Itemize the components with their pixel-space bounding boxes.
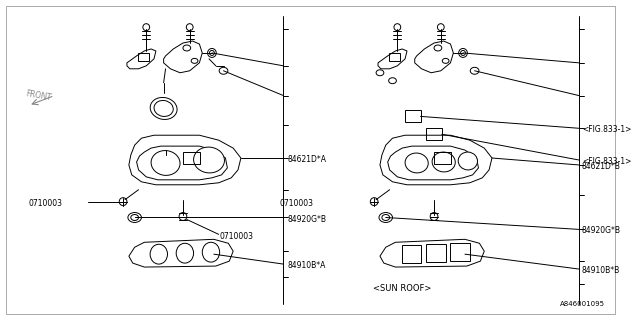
Text: 84920G*B: 84920G*B (287, 214, 326, 224)
Ellipse shape (209, 51, 214, 55)
Text: 0710003: 0710003 (220, 232, 253, 241)
Ellipse shape (382, 214, 390, 220)
Bar (388, 53, 400, 61)
Ellipse shape (432, 152, 455, 172)
Ellipse shape (150, 244, 168, 264)
Text: <SUN ROOF>: <SUN ROOF> (373, 284, 431, 293)
Text: A846001095: A846001095 (560, 301, 605, 307)
Ellipse shape (128, 212, 141, 222)
Text: FRONT: FRONT (26, 89, 52, 103)
Text: 0710003: 0710003 (280, 199, 314, 208)
Ellipse shape (459, 48, 467, 57)
Bar (405, 110, 420, 122)
Ellipse shape (430, 212, 438, 220)
Ellipse shape (371, 198, 378, 206)
Bar (426, 244, 445, 262)
Ellipse shape (119, 198, 127, 206)
Text: 84910B*A: 84910B*A (287, 261, 326, 270)
Ellipse shape (143, 24, 150, 31)
Ellipse shape (193, 147, 225, 173)
Ellipse shape (379, 212, 392, 222)
Bar (138, 53, 149, 61)
Ellipse shape (394, 24, 401, 31)
Ellipse shape (186, 24, 193, 31)
Ellipse shape (219, 67, 228, 74)
Bar (451, 243, 470, 261)
Ellipse shape (131, 214, 138, 220)
Ellipse shape (458, 152, 477, 170)
Ellipse shape (151, 151, 180, 175)
Bar (402, 245, 422, 263)
Ellipse shape (150, 98, 177, 119)
Bar (426, 128, 442, 140)
Text: <FIG.833-1>: <FIG.833-1> (582, 125, 631, 134)
Text: 84920G*B: 84920G*B (582, 227, 621, 236)
Ellipse shape (437, 24, 444, 31)
Ellipse shape (470, 67, 479, 74)
Text: 84621D*B: 84621D*B (582, 162, 621, 171)
Text: 84910B*B: 84910B*B (582, 266, 620, 275)
Ellipse shape (405, 153, 428, 173)
Bar (434, 152, 451, 164)
Ellipse shape (176, 243, 193, 263)
Ellipse shape (202, 242, 220, 262)
Bar (183, 152, 200, 164)
Text: 84621D*A: 84621D*A (287, 155, 326, 164)
Ellipse shape (179, 212, 187, 220)
Text: <FIG.833-1>: <FIG.833-1> (582, 157, 631, 166)
Text: 0710003: 0710003 (28, 199, 63, 208)
Ellipse shape (207, 48, 216, 57)
Ellipse shape (461, 51, 465, 55)
